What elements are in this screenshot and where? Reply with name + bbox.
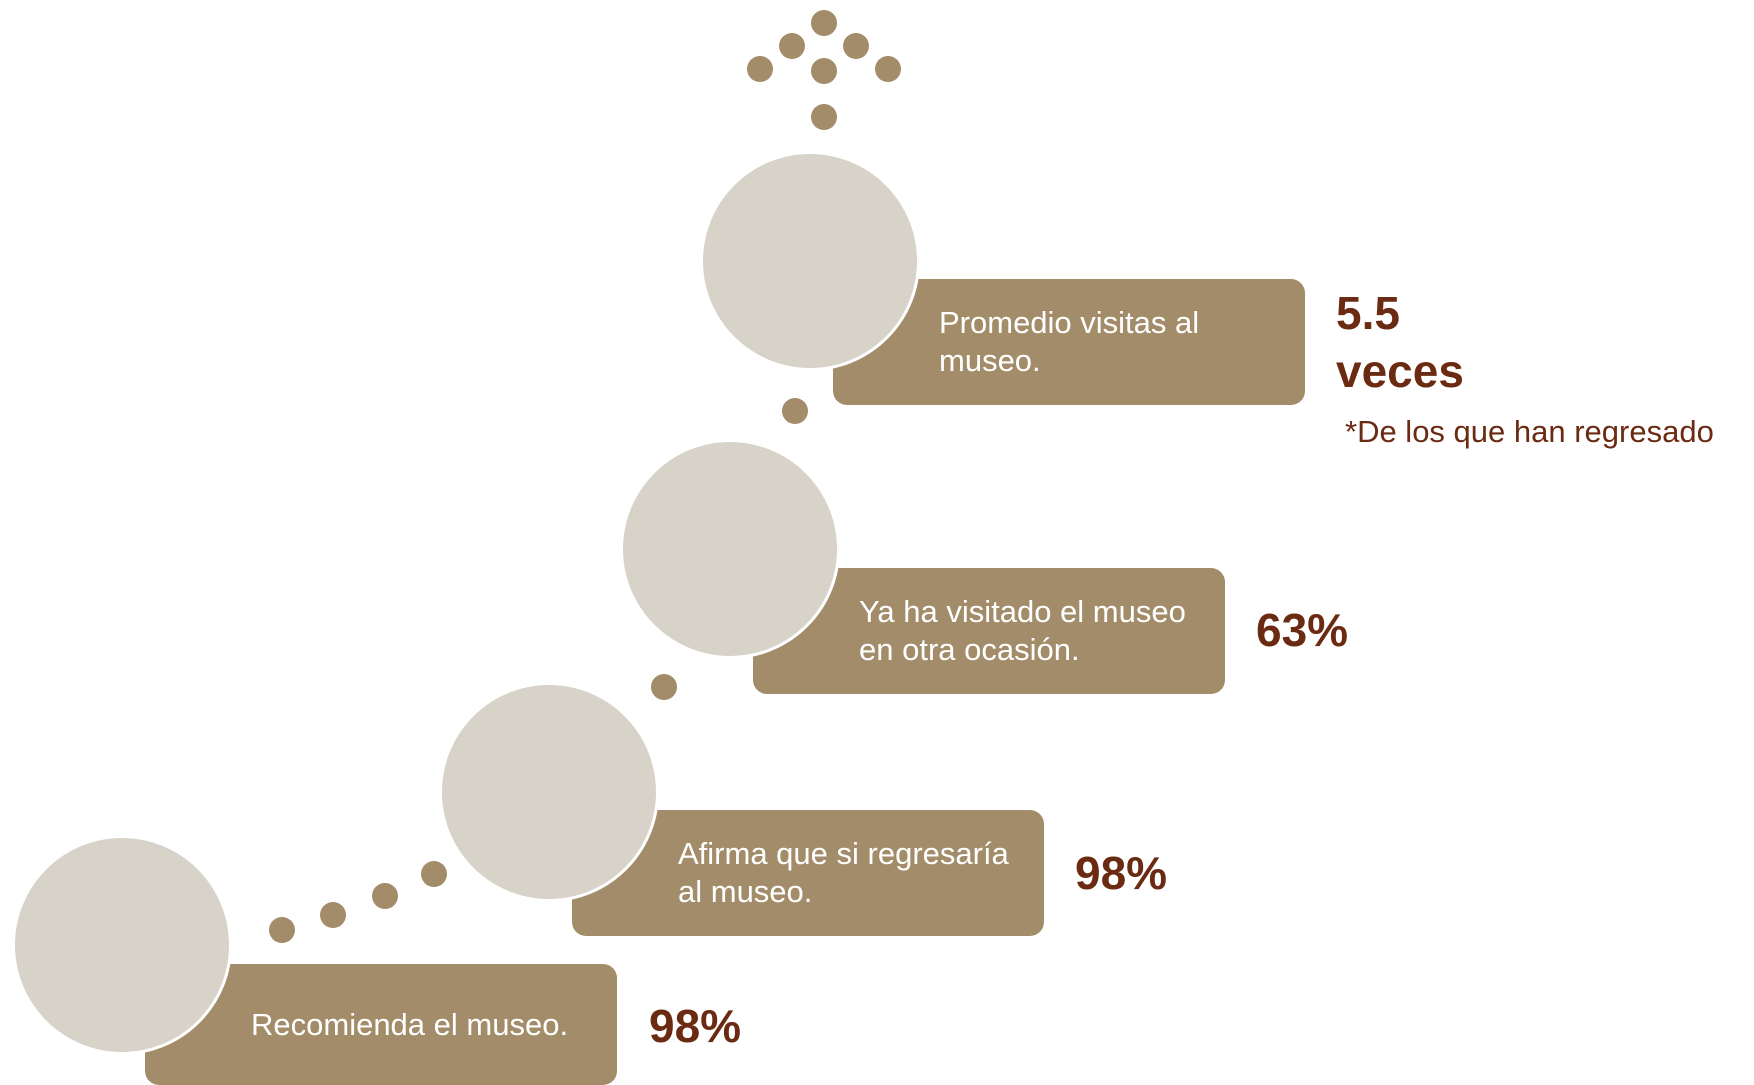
step-box-average-visits: Promedio visitas al museo. (833, 279, 1305, 405)
cluster-dot (811, 104, 837, 130)
cluster-dot (747, 56, 773, 82)
step-value: 98% (649, 1000, 742, 1052)
step-circle (12, 835, 232, 1055)
cluster-dot (811, 10, 837, 36)
step-label: Promedio visitas al museo. (939, 305, 1200, 378)
connector-dot (421, 861, 447, 887)
connector-dot (651, 674, 677, 700)
step-value: 98% (1075, 847, 1168, 899)
connector-dot (320, 902, 346, 928)
step-label: Ya ha visitado el museo en otra ocasión. (859, 594, 1186, 667)
cluster-dot (843, 33, 869, 59)
step-circle (700, 151, 920, 371)
step-circle (439, 682, 659, 902)
cluster-dot (779, 33, 805, 59)
step-label: Afirma que si regresaría al museo. (678, 836, 1009, 909)
step-circle (620, 439, 840, 659)
cluster-dot (875, 56, 901, 82)
step-value: 63% (1256, 604, 1349, 656)
connector-dot (269, 917, 295, 943)
step-note: *De los que han regresado (1345, 414, 1714, 449)
step-label: Recomienda el museo. (251, 1006, 569, 1042)
connector-dot (782, 398, 808, 424)
step-value: 5.5 veces (1336, 287, 1464, 397)
cluster-dot (811, 58, 837, 84)
connector-dot (372, 883, 398, 909)
step-box-already-visited: Ya ha visitado el museo en otra ocasión. (753, 568, 1225, 694)
